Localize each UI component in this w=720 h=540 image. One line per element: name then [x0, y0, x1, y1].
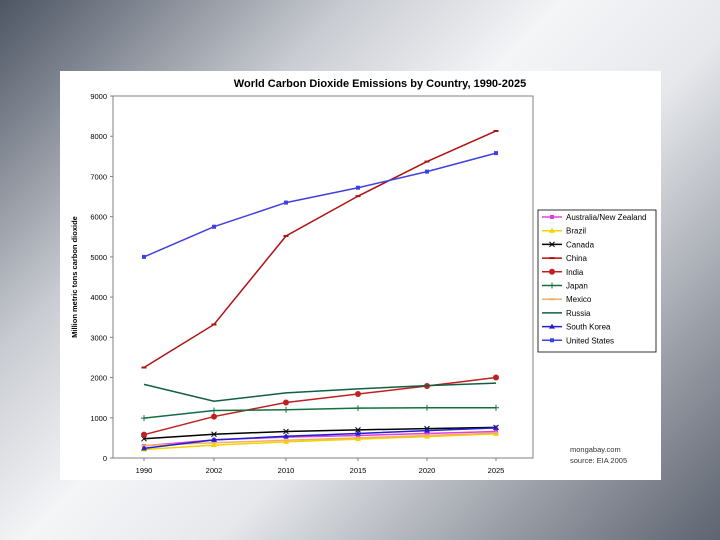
data-point-south-korea	[355, 430, 361, 436]
legend-marker-south-korea	[549, 323, 555, 329]
data-point-japan	[424, 404, 430, 411]
data-point-united-states	[425, 169, 429, 174]
legend-label-russia: Russia	[566, 309, 591, 318]
legend-label-mexico: Mexico	[566, 295, 592, 304]
legend: Australia/New Zealand Brazil Canada China In…	[537, 209, 657, 353]
data-point-canada	[283, 428, 289, 435]
data-point-japan	[355, 405, 361, 412]
y-tick-label: 2000	[90, 374, 107, 383]
data-point-australia-new-zealand	[425, 431, 429, 436]
legend-label-united-states: United States	[566, 336, 614, 345]
legend-label-australia-new-zealand: Australia/New Zealand	[566, 213, 646, 222]
chart-title: World Carbon Dioxide Emissions by Countr…	[234, 78, 526, 90]
legend-box	[537, 209, 657, 353]
series-line-russia	[143, 382, 497, 403]
data-point-japan	[211, 407, 217, 414]
series-line-mexico	[143, 432, 497, 447]
data-point-south-korea	[424, 427, 430, 433]
data-point-australia-new-zealand	[356, 433, 360, 438]
y-tick-label: 4000	[90, 293, 107, 302]
legend-label-south-korea: South Korea	[566, 323, 611, 332]
x-tick-label: 2015	[350, 466, 367, 475]
data-point-india	[493, 374, 499, 381]
series-layer	[141, 129, 499, 452]
legend-label-india: India	[566, 268, 584, 277]
data-point-south-korea	[211, 436, 217, 442]
source-site-note: mongabay.com	[570, 445, 621, 454]
data-point-india	[283, 399, 289, 406]
y-tick-label: 6000	[90, 213, 107, 222]
series-line-south-korea	[143, 427, 497, 450]
y-axis: 0 1000 2000 3000 4000 5000 6000 7000 8000 9000	[90, 92, 113, 463]
data-point-japan	[283, 406, 289, 413]
data-point-united-states	[284, 200, 288, 205]
data-point-united-states	[356, 185, 360, 190]
legend-marker-japan	[549, 282, 555, 289]
legend-label-canada: Canada	[566, 240, 595, 249]
x-tick-label: 2002	[206, 466, 223, 475]
data-point-brazil	[283, 438, 289, 444]
data-point-japan	[493, 404, 499, 411]
data-point-united-states	[494, 151, 498, 156]
y-axis-label: Million metric tons carbon dioxide	[70, 216, 79, 338]
data-point-south-korea	[493, 424, 499, 430]
plot-area	[112, 95, 534, 459]
data-point-united-states	[212, 224, 216, 229]
legend-label-china: China	[566, 254, 587, 263]
y-tick-label: 0	[103, 454, 107, 463]
data-point-india	[355, 391, 361, 398]
slide-frame: World Carbon Dioxide Emissions by Countr…	[60, 71, 661, 480]
data-point-canada	[355, 426, 361, 433]
data-point-south-korea	[283, 433, 289, 439]
y-tick-label: 9000	[90, 92, 107, 101]
y-tick-label: 3000	[90, 333, 107, 342]
legend-marker-india	[549, 268, 555, 275]
x-tick-label: 2020	[419, 466, 436, 475]
legend-marker-united-states	[550, 338, 554, 343]
data-point-united-states	[142, 254, 146, 259]
data-point-south-korea	[141, 445, 147, 451]
source-eia-note: source: EIA 2005	[570, 456, 627, 465]
y-tick-label: 1000	[90, 414, 107, 423]
series-line-brazil	[143, 433, 497, 451]
legend-label-japan: Japan	[566, 282, 588, 291]
y-tick-label: 7000	[90, 172, 107, 181]
legend-label-brazil: Brazil	[566, 227, 586, 236]
series-line-japan	[143, 406, 496, 419]
series-line-canada	[143, 426, 497, 440]
series-line-united-states	[143, 152, 497, 258]
legend-marker-brazil	[549, 227, 555, 233]
series-line-china	[143, 130, 497, 369]
data-point-japan	[141, 415, 147, 422]
x-tick-label: 2025	[488, 466, 505, 475]
data-point-india	[141, 431, 147, 438]
chart: World Carbon Dioxide Emissions by Countr…	[70, 78, 657, 475]
x-tick-label: 2010	[278, 466, 295, 475]
y-tick-label: 8000	[90, 132, 107, 141]
data-point-canada	[211, 431, 217, 438]
x-tick-label: 1990	[136, 466, 153, 475]
legend-marker-australia-new-zealand	[550, 215, 554, 219]
y-tick-label: 5000	[90, 253, 107, 262]
data-point-brazil	[211, 442, 217, 448]
legend-marker-canada	[549, 241, 555, 248]
x-axis: 1990 2002 2010 2015 2020 2025	[136, 458, 505, 475]
data-point-india	[211, 413, 217, 420]
